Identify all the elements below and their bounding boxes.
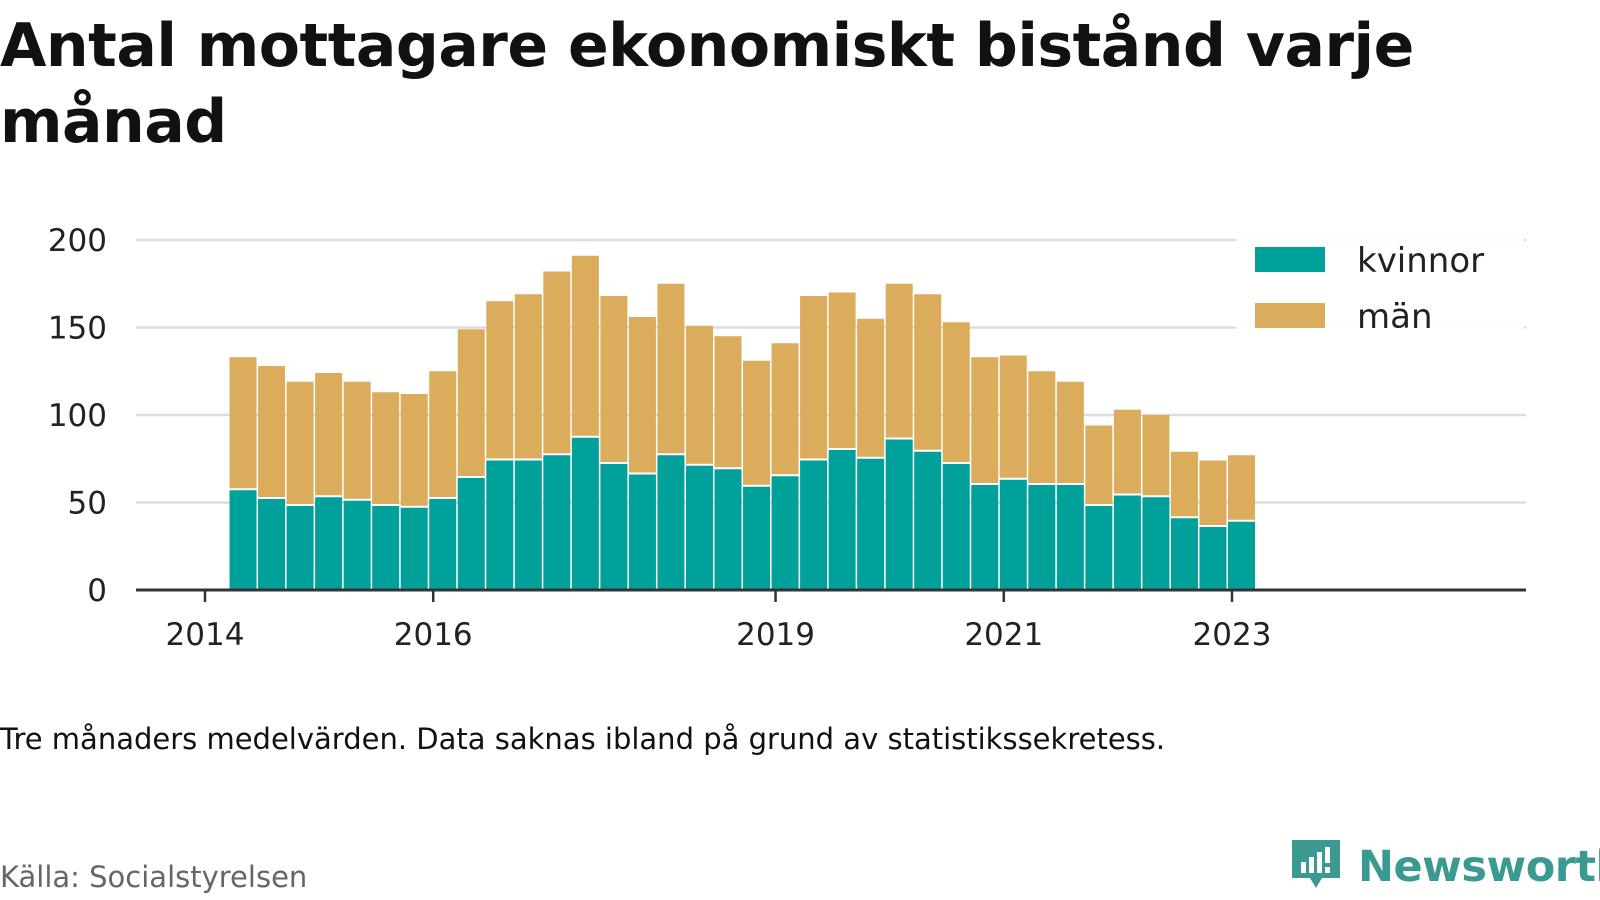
bar-kvinnor xyxy=(1113,495,1141,590)
bar-kvinnor xyxy=(1028,485,1056,590)
bar-man xyxy=(1028,371,1056,483)
bar-man xyxy=(800,296,828,459)
bar-kvinnor xyxy=(600,464,628,590)
bar-kvinnor xyxy=(885,439,913,590)
bar-man xyxy=(657,283,685,454)
y-tick-label: 50 xyxy=(68,486,107,522)
bar-man xyxy=(343,381,371,499)
bar-kvinnor xyxy=(857,458,885,590)
bar-kvinnor xyxy=(457,478,485,590)
bar-man xyxy=(828,292,856,448)
bar-kvinnor xyxy=(743,486,771,590)
bar-kvinnor xyxy=(628,474,656,590)
bar-man xyxy=(1113,409,1141,494)
bar-man xyxy=(999,355,1027,478)
chart-title: Antal mottagare ekonomiskt bistånd varje… xyxy=(0,11,1414,157)
bar-kvinnor xyxy=(315,497,343,590)
bars xyxy=(229,255,1256,590)
bar-man xyxy=(885,283,913,438)
bar-kvinnor xyxy=(286,506,314,590)
bar-man xyxy=(429,371,457,497)
bar-kvinnor xyxy=(771,476,799,590)
bar-kvinnor xyxy=(800,460,828,590)
brand-name: Newsworthy xyxy=(1358,842,1600,892)
source-credit: Källa: Socialstyrelsen xyxy=(0,860,308,894)
bar-man xyxy=(771,343,799,475)
bar-man xyxy=(400,394,428,506)
bar-man xyxy=(486,301,514,459)
bar-kvinnor xyxy=(571,437,599,590)
bar-kvinnor xyxy=(258,499,286,590)
bar-kvinnor xyxy=(714,469,742,590)
bar-man xyxy=(457,329,485,476)
y-tick-label: 150 xyxy=(48,311,107,347)
bar-man xyxy=(286,381,314,504)
bar-man xyxy=(258,366,286,497)
bar-man xyxy=(1142,415,1170,496)
legend-swatch-man xyxy=(1255,303,1325,328)
bar-man xyxy=(1199,460,1227,525)
legend: kvinnor män xyxy=(1236,238,1524,346)
bar-kvinnor xyxy=(657,455,685,590)
bar-man xyxy=(942,322,970,462)
bar-kvinnor xyxy=(999,479,1027,590)
y-tick-label: 0 xyxy=(87,573,107,609)
legend-label: män xyxy=(1357,297,1433,337)
bar-man xyxy=(600,296,628,462)
bar-kvinnor xyxy=(400,507,428,590)
bar-man xyxy=(372,392,400,504)
bar-kvinnor xyxy=(828,450,856,590)
bar-kvinnor xyxy=(1199,527,1227,590)
bar-man xyxy=(1056,381,1084,483)
bar-man xyxy=(1170,451,1198,517)
bar-man xyxy=(1085,425,1113,504)
bar-man xyxy=(628,317,656,473)
bar-man xyxy=(315,373,343,496)
bar-kvinnor xyxy=(1228,521,1256,590)
bar-kvinnor xyxy=(1056,485,1084,590)
bar-man xyxy=(714,336,742,468)
bar-man xyxy=(514,294,542,459)
x-tick-label: 2016 xyxy=(394,617,473,653)
legend-swatch-kvinnor xyxy=(1255,247,1325,272)
bar-kvinnor xyxy=(1142,497,1170,590)
x-tick-label: 2019 xyxy=(736,617,815,653)
bar-man xyxy=(914,294,942,450)
bar-man xyxy=(1228,455,1256,520)
bar-kvinnor xyxy=(429,499,457,590)
bar-kvinnor xyxy=(229,490,257,590)
x-tick-label: 2014 xyxy=(166,617,245,653)
bar-kvinnor xyxy=(372,506,400,590)
bar-kvinnor xyxy=(971,485,999,590)
bar-kvinnor xyxy=(514,460,542,590)
bar-kvinnor xyxy=(1170,518,1198,590)
bar-kvinnor xyxy=(543,455,571,590)
bar-kvinnor xyxy=(685,465,713,590)
bar-man xyxy=(743,360,771,485)
bar-man xyxy=(857,318,885,457)
chart-note: Tre månaders medelvärden. Data saknas ib… xyxy=(0,722,1166,756)
y-tick-label: 100 xyxy=(48,398,107,434)
bar-man xyxy=(229,357,257,489)
bar-kvinnor xyxy=(486,460,514,590)
bar-kvinnor xyxy=(343,500,371,590)
y-tick-label: 200 xyxy=(48,223,107,259)
axes: 0 50 100 150 200 2014 2016 2019 2021 2023 xyxy=(48,223,1526,653)
bar-man xyxy=(543,271,571,454)
stacked-bar-chart: 0 50 100 150 200 2014 2016 2019 2021 2023 kvinnor… xyxy=(48,223,1526,653)
bar-man xyxy=(685,325,713,464)
x-tick-label: 2023 xyxy=(1193,617,1272,653)
newsworthy-chart-icon xyxy=(1292,840,1340,888)
bar-man xyxy=(571,255,599,436)
x-tick-label: 2021 xyxy=(964,617,1043,653)
bar-kvinnor xyxy=(942,464,970,590)
bar-kvinnor xyxy=(1085,506,1113,590)
legend-label: kvinnor xyxy=(1357,241,1484,281)
bar-man xyxy=(971,357,999,483)
bar-kvinnor xyxy=(914,451,942,590)
